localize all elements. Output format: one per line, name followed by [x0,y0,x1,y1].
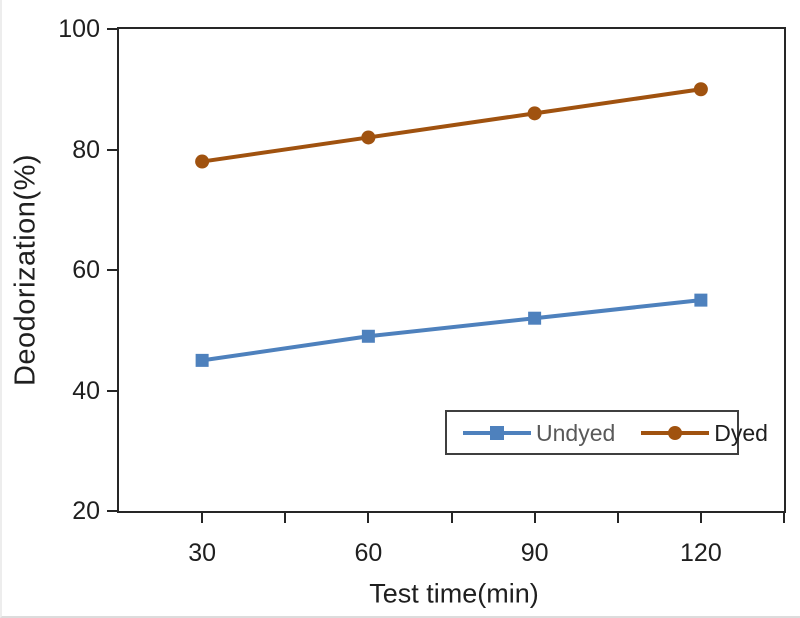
y-tick [107,510,117,512]
chart-canvas [195,82,708,367]
y-tick [107,28,117,30]
x-tick [201,511,204,523]
legend-item-undyed: Undyed [463,420,615,446]
legend-label-undyed: Undyed [536,419,616,446]
legend-label-dyed: Dyed [714,419,768,446]
y-tick-label: 80 [72,135,100,164]
series-line-dyed [201,87,702,164]
data-point-dyed [527,106,542,121]
y-tick-label: 20 [72,497,100,525]
x-tick [367,511,370,523]
data-point-dyed [361,130,376,145]
y-tick-label: 100 [58,15,100,43]
data-point-dyed [195,154,210,169]
data-point-dyed [693,82,708,97]
x-axis-title: Test time(min) [369,578,539,609]
dyed-circle-marker-icon [668,425,683,440]
legend-key-dyed [641,425,710,441]
x-tick-label: 60 [354,539,383,567]
y-tick-label: 60 [72,256,100,284]
x-tick-label: 30 [188,539,217,567]
data-point-undyed [528,311,542,325]
legend-key-undyed [463,425,531,441]
data-point-undyed [195,353,209,367]
plot-area: Undyed Dyed [117,27,786,513]
x-tick-label: 120 [680,539,722,567]
data-point-undyed [694,293,708,307]
legend: Undyed Dyed [445,410,768,455]
series-line-undyed [201,298,702,363]
x-tick [699,511,702,523]
y-tick [107,148,117,151]
x-tick [450,511,453,523]
x-tick [616,511,619,523]
y-tick [107,389,117,392]
undyed-square-marker-icon [490,425,504,440]
x-tick [533,511,536,523]
x-tick [284,511,287,523]
legend-item-dyed: Dyed [641,420,768,446]
data-point-undyed [361,329,375,343]
x-tick-label: 90 [520,539,549,567]
y-tick-label: 40 [72,376,100,405]
x-tick [783,511,785,523]
y-tick [107,269,117,271]
